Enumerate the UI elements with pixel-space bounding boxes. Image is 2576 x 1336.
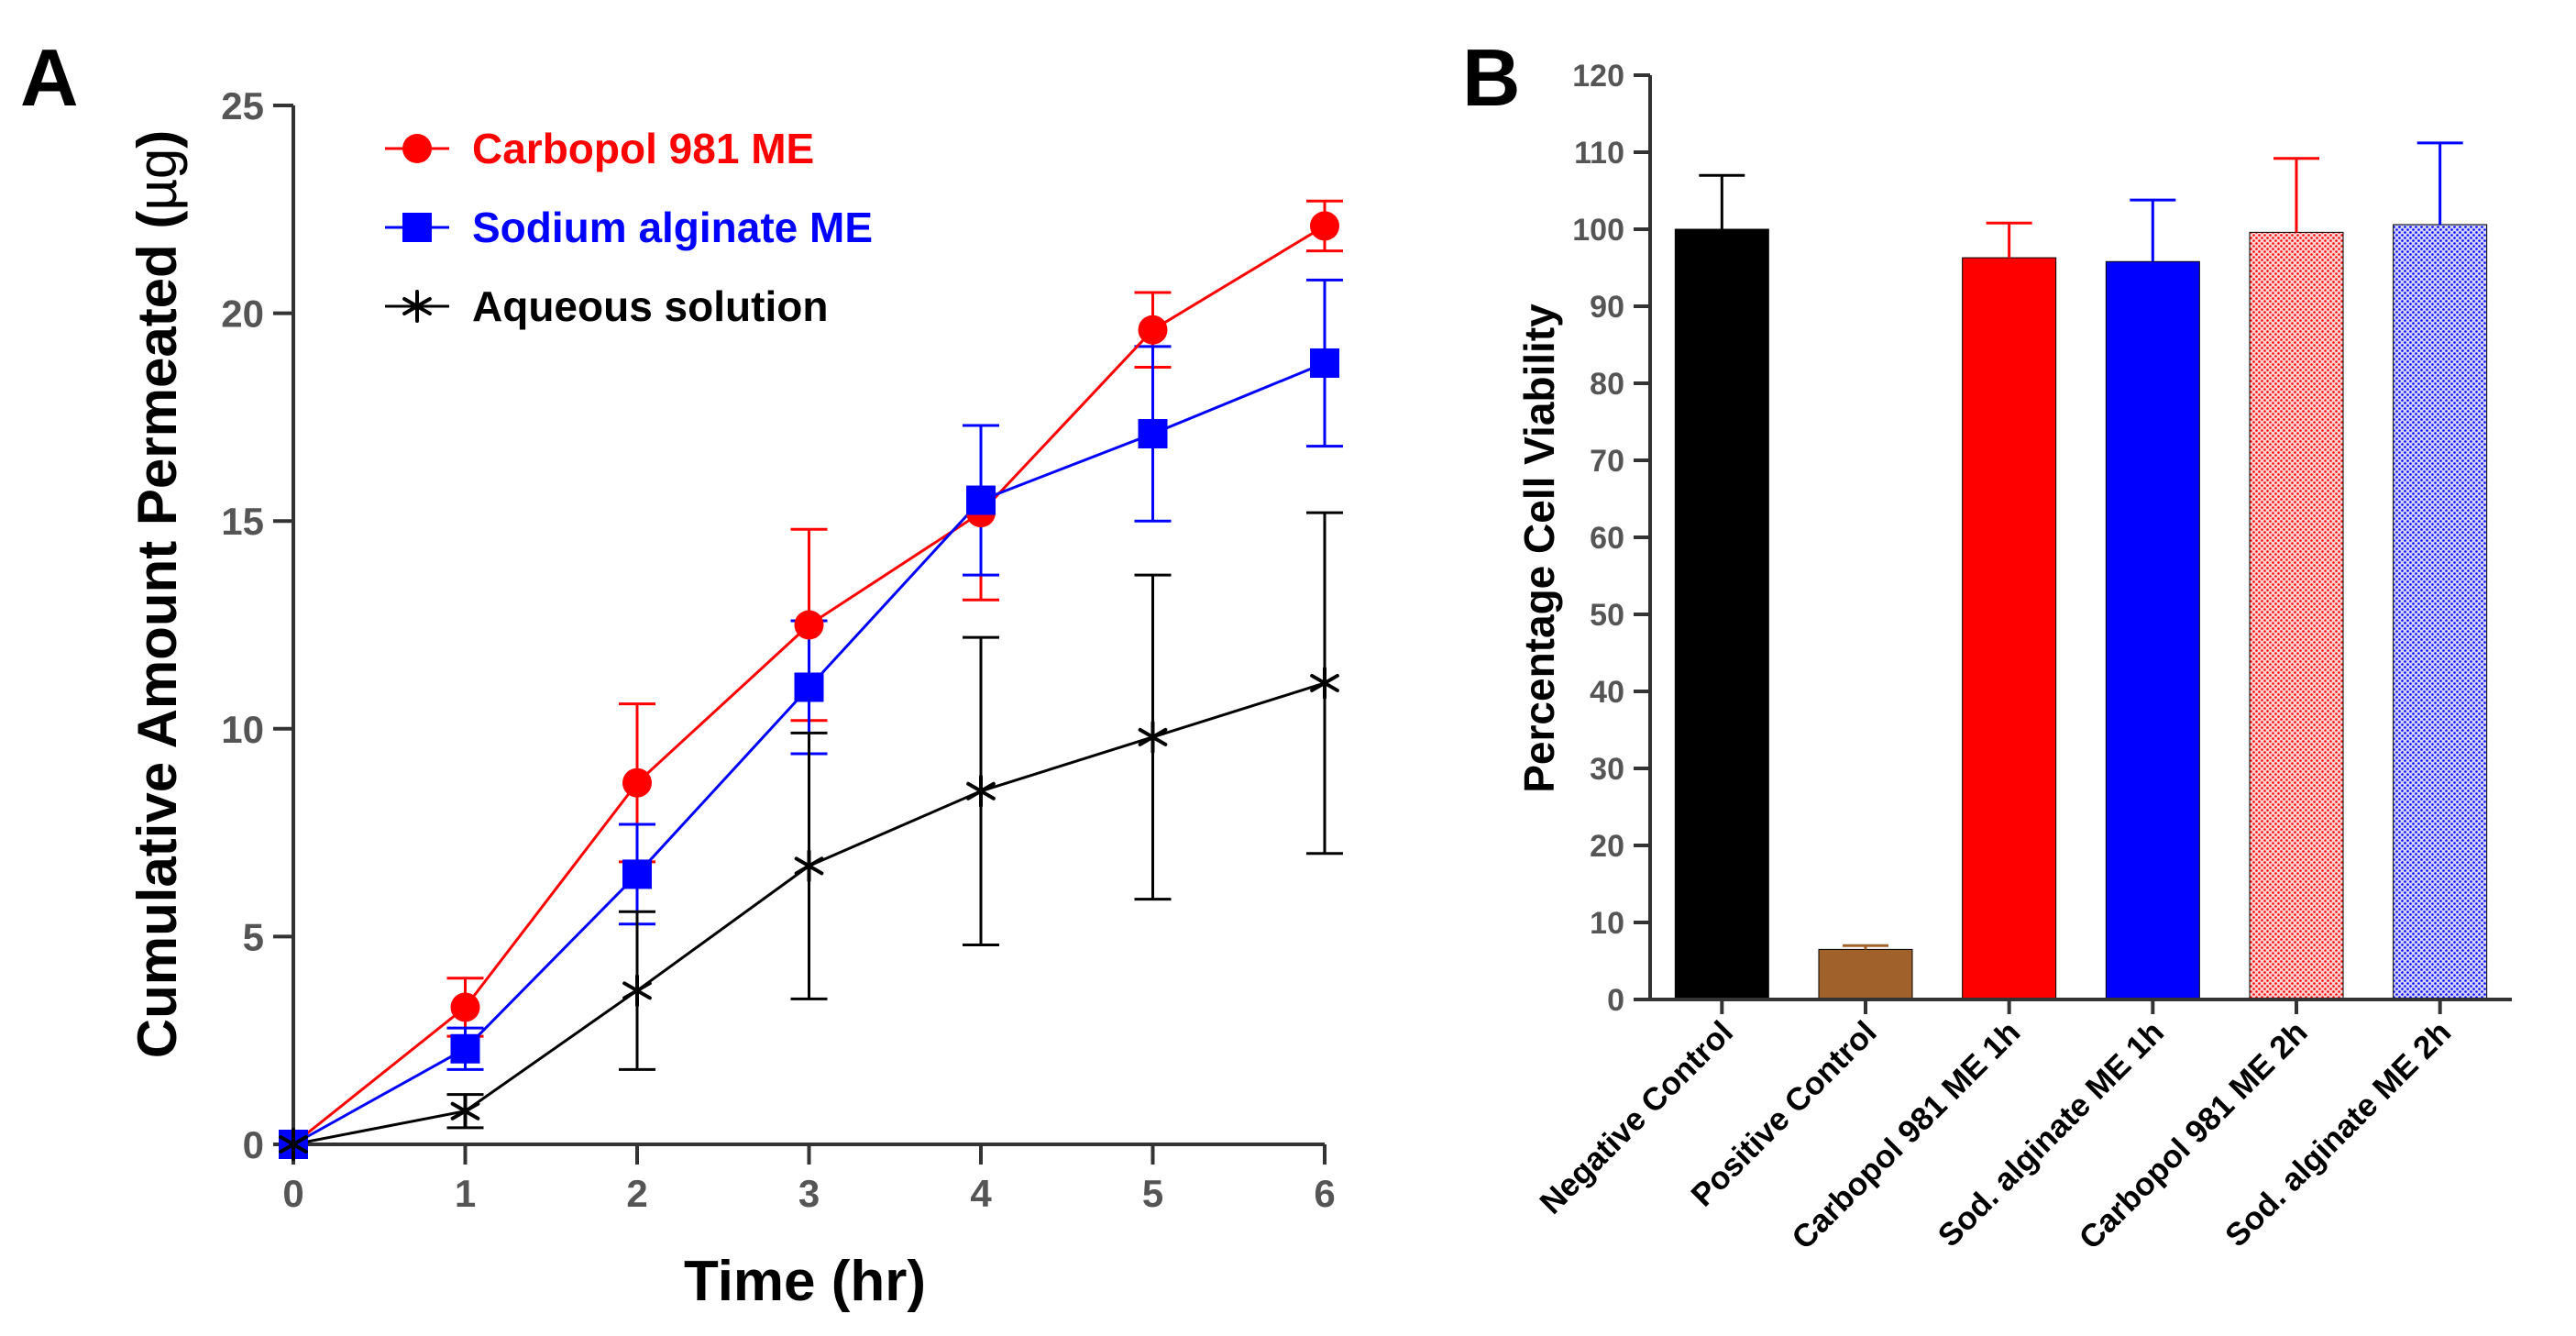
chart-b-y-tick-label: 60 [1590, 521, 1624, 556]
chart-a-point [794, 672, 824, 702]
chart-a-permeation: 0 5 10 15 20 25 0 1 2 3 4 5 6 Carbopol 981 ME Sodium … [127, 84, 1343, 1313]
chart-a-x-tick-label: 3 [798, 1172, 820, 1215]
chart-a-point [794, 849, 824, 883]
chart-a-legend-label: Carbopol 981 ME [472, 125, 814, 172]
chart-b-bar [2393, 224, 2488, 1000]
chart-a-axes: 0 5 10 15 20 25 0 1 2 3 4 5 6 [221, 84, 1335, 1215]
chart-b-y-tick-label: 100 [1572, 213, 1624, 248]
chart-a-y-tick-label: 5 [243, 915, 264, 958]
chart-a-y-tick-label: 20 [221, 293, 264, 336]
chart-a-y-tick-label: 10 [221, 708, 264, 751]
chart-b-y-tick-label: 30 [1590, 752, 1624, 787]
chart-a-point [1310, 211, 1339, 241]
chart-a-point [279, 1128, 308, 1161]
chart-a-y-tick-label: 15 [221, 500, 264, 543]
chart-a-x-tick-label: 4 [970, 1172, 992, 1215]
chart-a-x-axis-label: Time (hr) [684, 1250, 926, 1313]
chart-a-error-bars [446, 199, 1343, 1130]
chart-a-markers [279, 211, 1339, 1161]
chart-b-bar [2249, 231, 2344, 1000]
chart-a-point [794, 610, 824, 640]
panel-label-b: B [1462, 32, 1521, 123]
chart-b-bar [2105, 260, 2200, 1000]
chart-b-error-bars [1699, 141, 2463, 950]
chart-b-y-axis-label: Percentage Cell Viability [1515, 304, 1563, 793]
chart-b-y-tick-label: 50 [1590, 598, 1624, 633]
chart-a-point [966, 774, 996, 808]
chart-b-y-tick-label: 70 [1590, 444, 1624, 479]
chart-b-y-tick-label: 90 [1590, 290, 1624, 325]
chart-a-y-label-unit: µg [127, 149, 188, 211]
chart-a-y-label-prefix: Cumulative Amount Permeated ( [127, 211, 188, 1059]
chart-a-point [622, 767, 652, 798]
chart-b-y-tick-label: 120 [1572, 59, 1624, 94]
chart-a-point [402, 134, 432, 163]
chart-b-y-tick-label: 10 [1590, 906, 1624, 941]
chart-a-point [402, 290, 432, 323]
chart-a-point [1138, 419, 1168, 449]
chart-a-point [1138, 720, 1168, 754]
chart-b-bar [1674, 228, 1769, 1000]
chart-b-y-tick-label: 40 [1590, 675, 1624, 710]
chart-a-point [1310, 348, 1339, 378]
chart-a-y-axis-label: Cumulative Amount Permeated (µg) [127, 130, 188, 1059]
chart-a-y-tick-label: 25 [221, 84, 264, 127]
chart-a-y-label-suffix: ) [127, 130, 188, 149]
chart-b-y-tick-label: 110 [1574, 136, 1624, 171]
chart-a-legend-label: Sodium alginate ME [472, 204, 873, 251]
chart-a-point [450, 1094, 480, 1128]
chart-a-point [1138, 315, 1168, 345]
chart-a-legend: Carbopol 981 ME Sodium alginate ME Aqueous… [385, 125, 873, 330]
chart-b-y-tick-label: 80 [1590, 367, 1624, 402]
chart-a-point [402, 213, 432, 242]
chart-a-x-tick-label: 2 [626, 1172, 647, 1215]
chart-a-point [450, 1033, 480, 1064]
chart-a-point [1310, 666, 1339, 700]
panel-label-a: A [20, 32, 79, 123]
chart-a-point [966, 485, 996, 515]
chart-a-x-tick-label: 0 [282, 1172, 303, 1215]
chart-b-y-tick-label: 20 [1590, 829, 1624, 864]
chart-a-x-tick-label: 1 [455, 1172, 476, 1215]
chart-a-point [622, 974, 652, 1008]
chart-a-legend-label: Aqueous solution [472, 282, 828, 330]
chart-a-y-tick-label: 0 [243, 1123, 264, 1166]
chart-b-bar [1962, 257, 2057, 1000]
chart-b-bars [1674, 224, 2488, 1000]
chart-a-x-tick-label: 6 [1314, 1172, 1335, 1215]
chart-b-bar [1818, 948, 1913, 1000]
chart-a-point [622, 859, 652, 889]
chart-a-point [450, 992, 480, 1022]
chart-a-x-tick-label: 5 [1142, 1172, 1163, 1215]
chart-b-y-tick-label: 0 [1607, 983, 1624, 1018]
